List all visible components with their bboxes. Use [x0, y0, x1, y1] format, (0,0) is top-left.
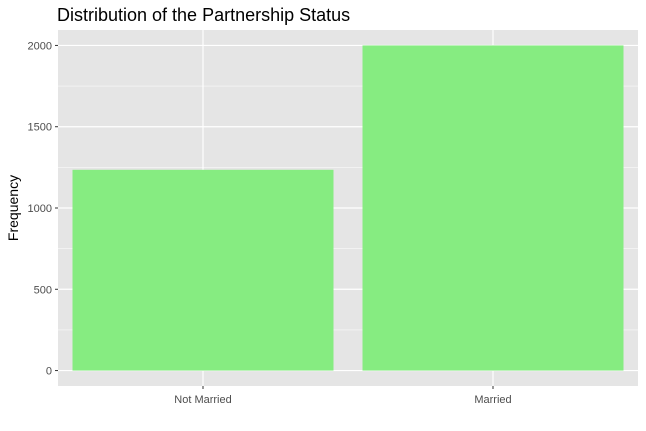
x-tick-label: Married — [474, 394, 511, 406]
x-axis: Not Married Married — [174, 386, 512, 406]
y-tick-label: 2000 — [28, 40, 52, 52]
y-tick-label: 1500 — [28, 122, 52, 134]
chart-title: Distribution of the Partnership Status — [57, 5, 350, 25]
x-tick-label: Not Married — [174, 394, 231, 406]
bar — [362, 45, 624, 371]
bar — [72, 169, 334, 371]
y-axis-title: Frequency — [5, 175, 21, 241]
y-tick-label: 1000 — [28, 203, 52, 215]
y-tick-label: 500 — [34, 284, 52, 296]
y-tick-label: 0 — [46, 366, 52, 378]
y-axis: 0 500 1000 1500 2000 — [28, 40, 58, 378]
bar-group — [72, 45, 624, 371]
